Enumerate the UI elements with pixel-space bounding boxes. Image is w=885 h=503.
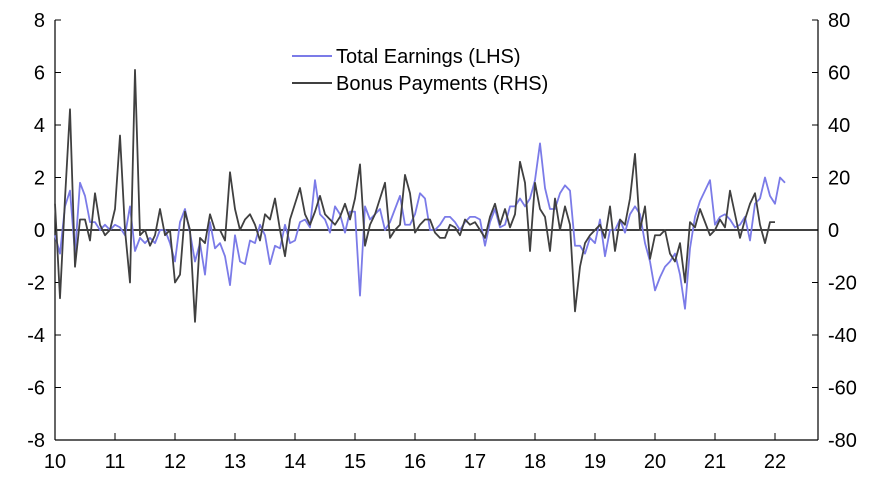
right-tick-label: 20: [828, 168, 850, 190]
series-layer: [54, 68, 786, 323]
right-tick-label: 80: [828, 10, 850, 32]
left-tick-label: -4: [27, 325, 45, 347]
series-line-total-earnings: [54, 142, 786, 310]
x-tick-label: 21: [704, 451, 726, 473]
x-tick-label: 14: [284, 451, 306, 473]
right-tick-label: -80: [828, 430, 857, 452]
x-tick-label: 22: [764, 451, 786, 473]
x-tick-label: 13: [224, 451, 246, 473]
x-tick-label: 10: [44, 451, 66, 473]
x-tick-label: 16: [404, 451, 426, 473]
legend-label: Bonus Payments (RHS): [336, 73, 548, 95]
left-tick-label: -2: [27, 273, 45, 295]
x-tick-label: 20: [644, 451, 666, 473]
right-tick-label: 60: [828, 63, 850, 85]
right-tick-label: -40: [828, 325, 857, 347]
x-tick-label: 19: [584, 451, 606, 473]
x-tick-label: 15: [344, 451, 366, 473]
x-tick-label: 17: [464, 451, 486, 473]
x-tick-label: 11: [105, 451, 126, 473]
legend: Total Earnings (LHS) Bonus Payments (RHS): [292, 46, 548, 95]
left-tick-label: 6: [34, 63, 45, 85]
left-tick-label: 4: [34, 115, 45, 137]
right-tick-label: -60: [828, 378, 857, 400]
right-tick-label: -20: [828, 273, 857, 295]
left-tick-label: -8: [27, 430, 45, 452]
series-line-bonus-payments: [54, 68, 775, 323]
right-tick-label: 40: [828, 115, 850, 137]
right-tick-label: 0: [828, 220, 839, 242]
left-tick-label: 8: [34, 10, 45, 32]
x-tick-label: 18: [524, 451, 546, 473]
left-tick-label: -6: [27, 378, 45, 400]
legend-label: Total Earnings (LHS): [336, 46, 521, 68]
left-tick-label: 0: [34, 220, 45, 242]
x-tick-label: 12: [164, 451, 186, 473]
left-tick-label: 2: [34, 168, 45, 190]
